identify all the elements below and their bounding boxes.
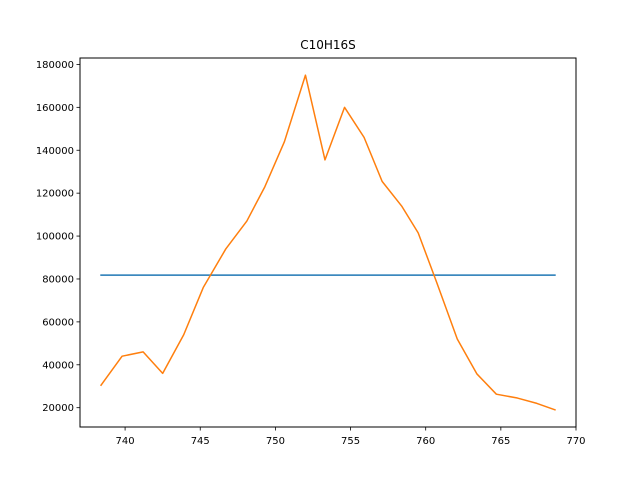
y-tick-label: 40000 [42,360,74,371]
y-tick-label: 160000 [36,103,74,114]
x-tick-label: 750 [266,436,285,447]
y-tick-label: 120000 [36,189,74,200]
axes-frame [79,57,577,428]
x-tick-label: 740 [116,436,135,447]
y-tick-label: 60000 [42,317,74,328]
y-tick-label: 20000 [42,403,74,414]
x-axis: 740 745 750 755 760 765 770 [116,427,586,447]
plot-area [99,74,556,411]
y-tick-label: 180000 [36,60,74,71]
series-2-line [99,74,556,411]
y-tick-label: 140000 [36,146,74,157]
y-tick-label: 80000 [42,274,74,285]
chart-title: C10H16S [300,38,356,52]
x-tick-label: 765 [491,436,510,447]
x-tick-label: 770 [566,436,585,447]
x-tick-label: 755 [341,436,360,447]
x-tick-label: 760 [416,436,435,447]
x-tick-label: 745 [191,436,210,447]
y-tick-label: 100000 [36,232,74,243]
y-axis: 20000 40000 60000 80000 100000 120000 140000 16… [36,60,80,414]
